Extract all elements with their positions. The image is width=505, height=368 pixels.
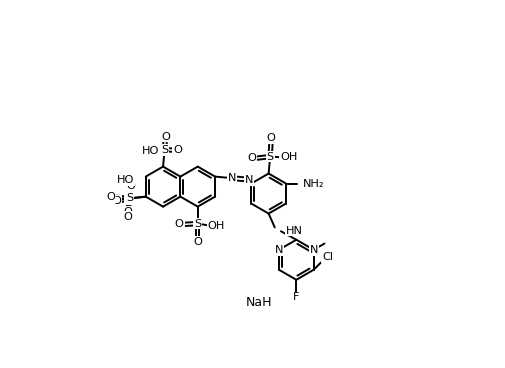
Text: O: O — [112, 196, 121, 206]
Text: O: O — [175, 219, 183, 229]
Text: O: O — [173, 145, 182, 155]
Text: O: O — [266, 133, 275, 143]
Text: S: S — [126, 193, 133, 203]
Text: O: O — [123, 207, 132, 217]
Text: S: S — [125, 194, 132, 204]
Text: Cl: Cl — [321, 252, 332, 262]
Text: HO: HO — [142, 146, 159, 156]
Text: HN: HN — [285, 226, 302, 236]
Text: F: F — [292, 293, 299, 302]
Text: S: S — [266, 152, 273, 162]
Text: N: N — [244, 175, 252, 185]
Text: O: O — [123, 212, 132, 222]
Text: O: O — [107, 192, 115, 202]
Text: O: O — [193, 237, 202, 247]
Text: HO: HO — [117, 175, 134, 185]
Text: OH: OH — [207, 221, 225, 231]
Text: N: N — [227, 173, 236, 183]
Text: N: N — [274, 245, 283, 255]
Text: N: N — [309, 245, 317, 255]
Text: NH₂: NH₂ — [302, 178, 324, 188]
Text: OH: OH — [279, 152, 297, 162]
Text: S: S — [161, 145, 168, 155]
Text: O: O — [126, 181, 134, 191]
Text: S: S — [194, 219, 201, 229]
Text: O: O — [247, 153, 256, 163]
Text: NaH: NaH — [245, 296, 272, 309]
Text: O: O — [161, 132, 170, 142]
